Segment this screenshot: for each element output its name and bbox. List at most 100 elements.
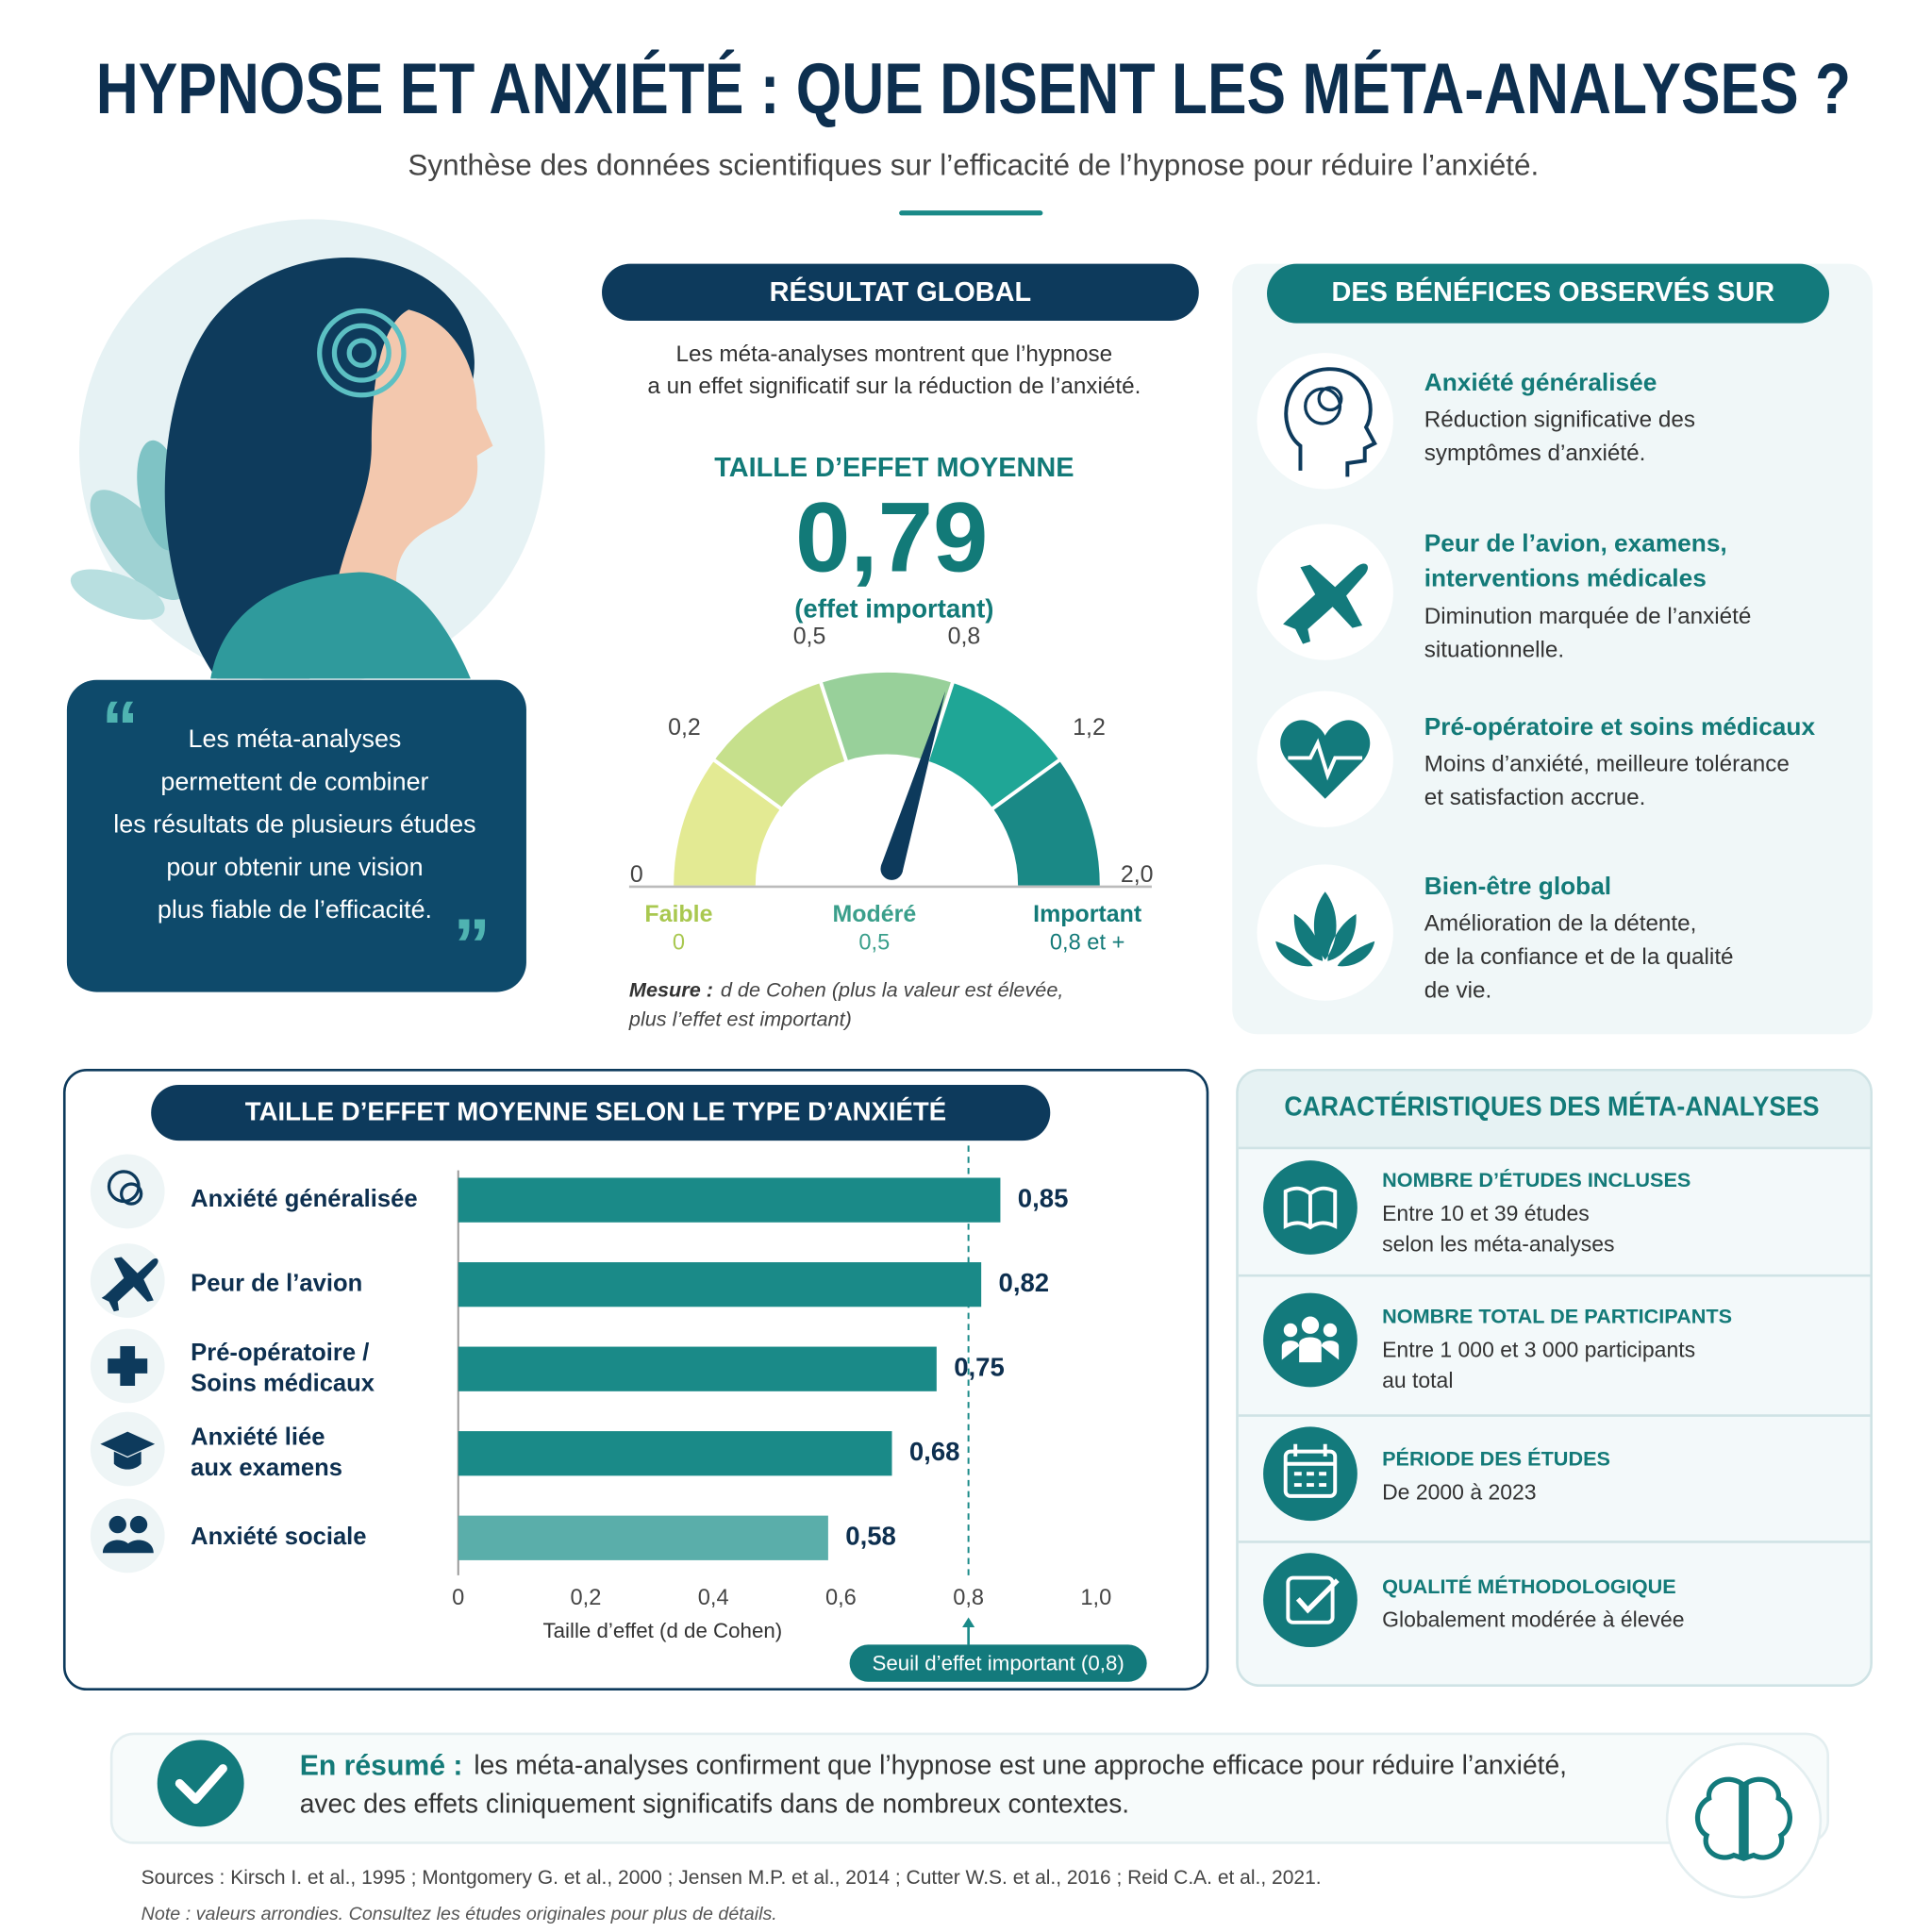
people-icon [108,1515,126,1534]
leaf [70,569,165,620]
benefit-title: Peur de l’avion, examens, interventions m… [1424,529,1727,592]
bar-value-label: 0,68 [909,1437,960,1466]
gauge-note: plus l’effet est important) [628,1007,852,1030]
text-line: situationnelle. [1424,638,1564,663]
spiral [317,308,407,398]
text-line: de la confiance et de la qualité [1424,945,1734,971]
people-icon [1301,1316,1320,1334]
summary-label: En résumé : [300,1750,463,1781]
characteristic-text: De 2000 à 2023 [1382,1479,1536,1504]
section-heading: CARACTÉRISTIQUES DES MÉTA-ANALYSES [1284,1091,1819,1123]
text-line: interventions médicales [1424,563,1707,591]
benefit-title: Bien-être global [1424,872,1611,900]
gauge-band [714,682,846,808]
icon-circle [1263,1553,1357,1648]
category-label: Pré-opératoire / Soins médicaux [191,1340,375,1397]
quote-mark: “ [102,686,139,769]
summary-line: les méta-analyses confirment que l’hypno… [474,1750,1567,1780]
zone-value: 0,5 [858,931,890,956]
quote-box [66,679,526,992]
category-label: Anxiété liée aux examens [191,1424,342,1481]
text-line: Pré-opératoire / [191,1340,369,1366]
benefit-icons [1257,353,1393,1001]
category-icons [90,1154,165,1574]
lotus-icon [1275,891,1375,967]
brain-icon [1694,1776,1792,1861]
panel-header [1238,1071,1871,1148]
head-icon [120,1182,143,1206]
check-circle [157,1740,244,1827]
text-line: Diminution marquée de l’anxiété [1424,605,1752,630]
text-line: au total [1382,1368,1453,1392]
leaf [90,490,188,600]
characteristic-title: NOMBRE TOTAL DE PARTICIPANTS [1382,1305,1732,1328]
bar [458,1515,828,1560]
bar [458,1262,982,1307]
bar-chart: 0 0,2 0,4 0,6 0,8 1,0 0,85 Anxiété généralisée 0… [191,1145,1147,1682]
people-icon [102,1540,154,1554]
head-icon [1284,367,1377,477]
text-line: a un effet significatif sur la réduction… [647,374,1141,399]
gauge-tick [991,758,1061,811]
note-label: Mesure : [629,977,713,1001]
gauge-tick [818,681,849,763]
characteristic-title: PÉRIODE DES ÉTUDES [1382,1447,1610,1471]
benefit-text: Diminution marquée de l’anxiété situation… [1424,605,1752,663]
zone-name: Faible [644,901,712,927]
text-line: Réduction significative des [1424,408,1695,433]
characteristic-text: Globalement modérée à élevée [1382,1607,1685,1632]
shoulder [210,572,471,679]
zone-value: 0 [673,931,685,956]
gauge-note: Mesure : d de Cohen (plus la valeur est é… [629,977,1064,1001]
icon-circle [90,1154,165,1229]
illustration [70,219,545,685]
gauge-tick-label: 0,5 [793,624,826,650]
bar-value-label: 0,85 [1018,1183,1069,1212]
characteristic-text: Entre 10 et 39 études selon les méta-anal… [1382,1201,1614,1257]
summary-text: En résumé : les méta-analyses confirment … [300,1750,1567,1782]
heading-pill [602,263,1199,322]
text-line: selon les méta-analyses [1382,1232,1614,1257]
threshold-arrow [962,1617,975,1628]
gauge-tick-label: 2,0 [1121,861,1154,888]
summary-text: avec des effets cliniquement significati… [300,1789,1129,1819]
intro-text: Les méta-analyses montrent que l’hypnose… [647,341,1141,399]
section-heading: DES BÉNÉFICES OBSERVÉS SUR [1331,275,1774,308]
spiral [331,323,391,383]
zone-value: 0,8 et + [1050,931,1124,956]
heart-icon [1288,738,1363,781]
text-line: permettent de combiner [160,767,428,795]
bar-value-label: 0,58 [845,1522,896,1551]
people-icon [1281,1337,1340,1363]
gauge-tick [712,758,783,811]
x-tick-label: 0,8 [953,1586,984,1610]
benefit-list: Anxiété généralisée Réduction significati… [1424,368,1816,1004]
characteristic-title: QUALITÉ MÉTHODOLOGIQUE [1382,1574,1676,1598]
plane-icon [101,1257,158,1312]
category-label: Anxiété généralisée [191,1186,417,1212]
needle-hub [880,858,904,880]
x-tick-label: 0 [452,1586,464,1610]
plane-icon [1283,563,1368,644]
text-line: pour obtenir une vision [166,853,423,881]
zone-name: Important [1033,901,1141,927]
benefit-text: Amélioration de la détente, de la confian… [1424,911,1734,1004]
characteristic-text: Entre 1 000 et 3 000 participants au tota… [1382,1337,1695,1392]
benefit-text: Réduction significative des symptômes d’a… [1424,408,1695,466]
heading-pill [1267,263,1830,324]
chart-title: TAILLE D’EFFET MOYENNE SELON LE TYPE D’A… [245,1097,946,1126]
book-icon [1283,1186,1338,1230]
calendar-icon [1283,1449,1338,1498]
gauge-tick-label: 0,8 [948,624,981,650]
benefit-title: Pré-opératoire et soins médicaux [1424,712,1816,741]
text-line: Entre 1 000 et 3 000 participants [1382,1337,1695,1361]
text-line: Les méta-analyses montrent que l’hypnose [676,341,1113,367]
calendar-icon [1285,1443,1336,1488]
gauge-needle [880,691,946,873]
spiral [346,338,377,368]
x-axis-label: Taille d’effet (d de Cohen) [543,1619,783,1642]
page-title: HYPNOSE ET ANXIÉTÉ : QUE DISENT LES MÉTA… [96,49,1851,129]
x-tick-label: 0,4 [698,1586,729,1610]
x-tick-label: 0,6 [825,1586,857,1610]
head-icon [1317,386,1343,412]
